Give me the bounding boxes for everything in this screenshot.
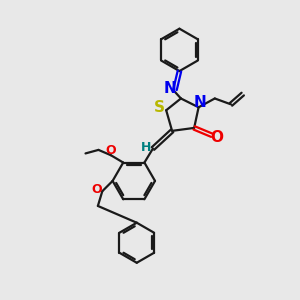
Text: S: S [154, 100, 165, 115]
Text: O: O [91, 183, 102, 196]
Text: H: H [140, 141, 151, 154]
Text: O: O [211, 130, 224, 145]
Text: O: O [106, 144, 116, 157]
Text: N: N [164, 81, 176, 96]
Text: N: N [194, 94, 206, 110]
